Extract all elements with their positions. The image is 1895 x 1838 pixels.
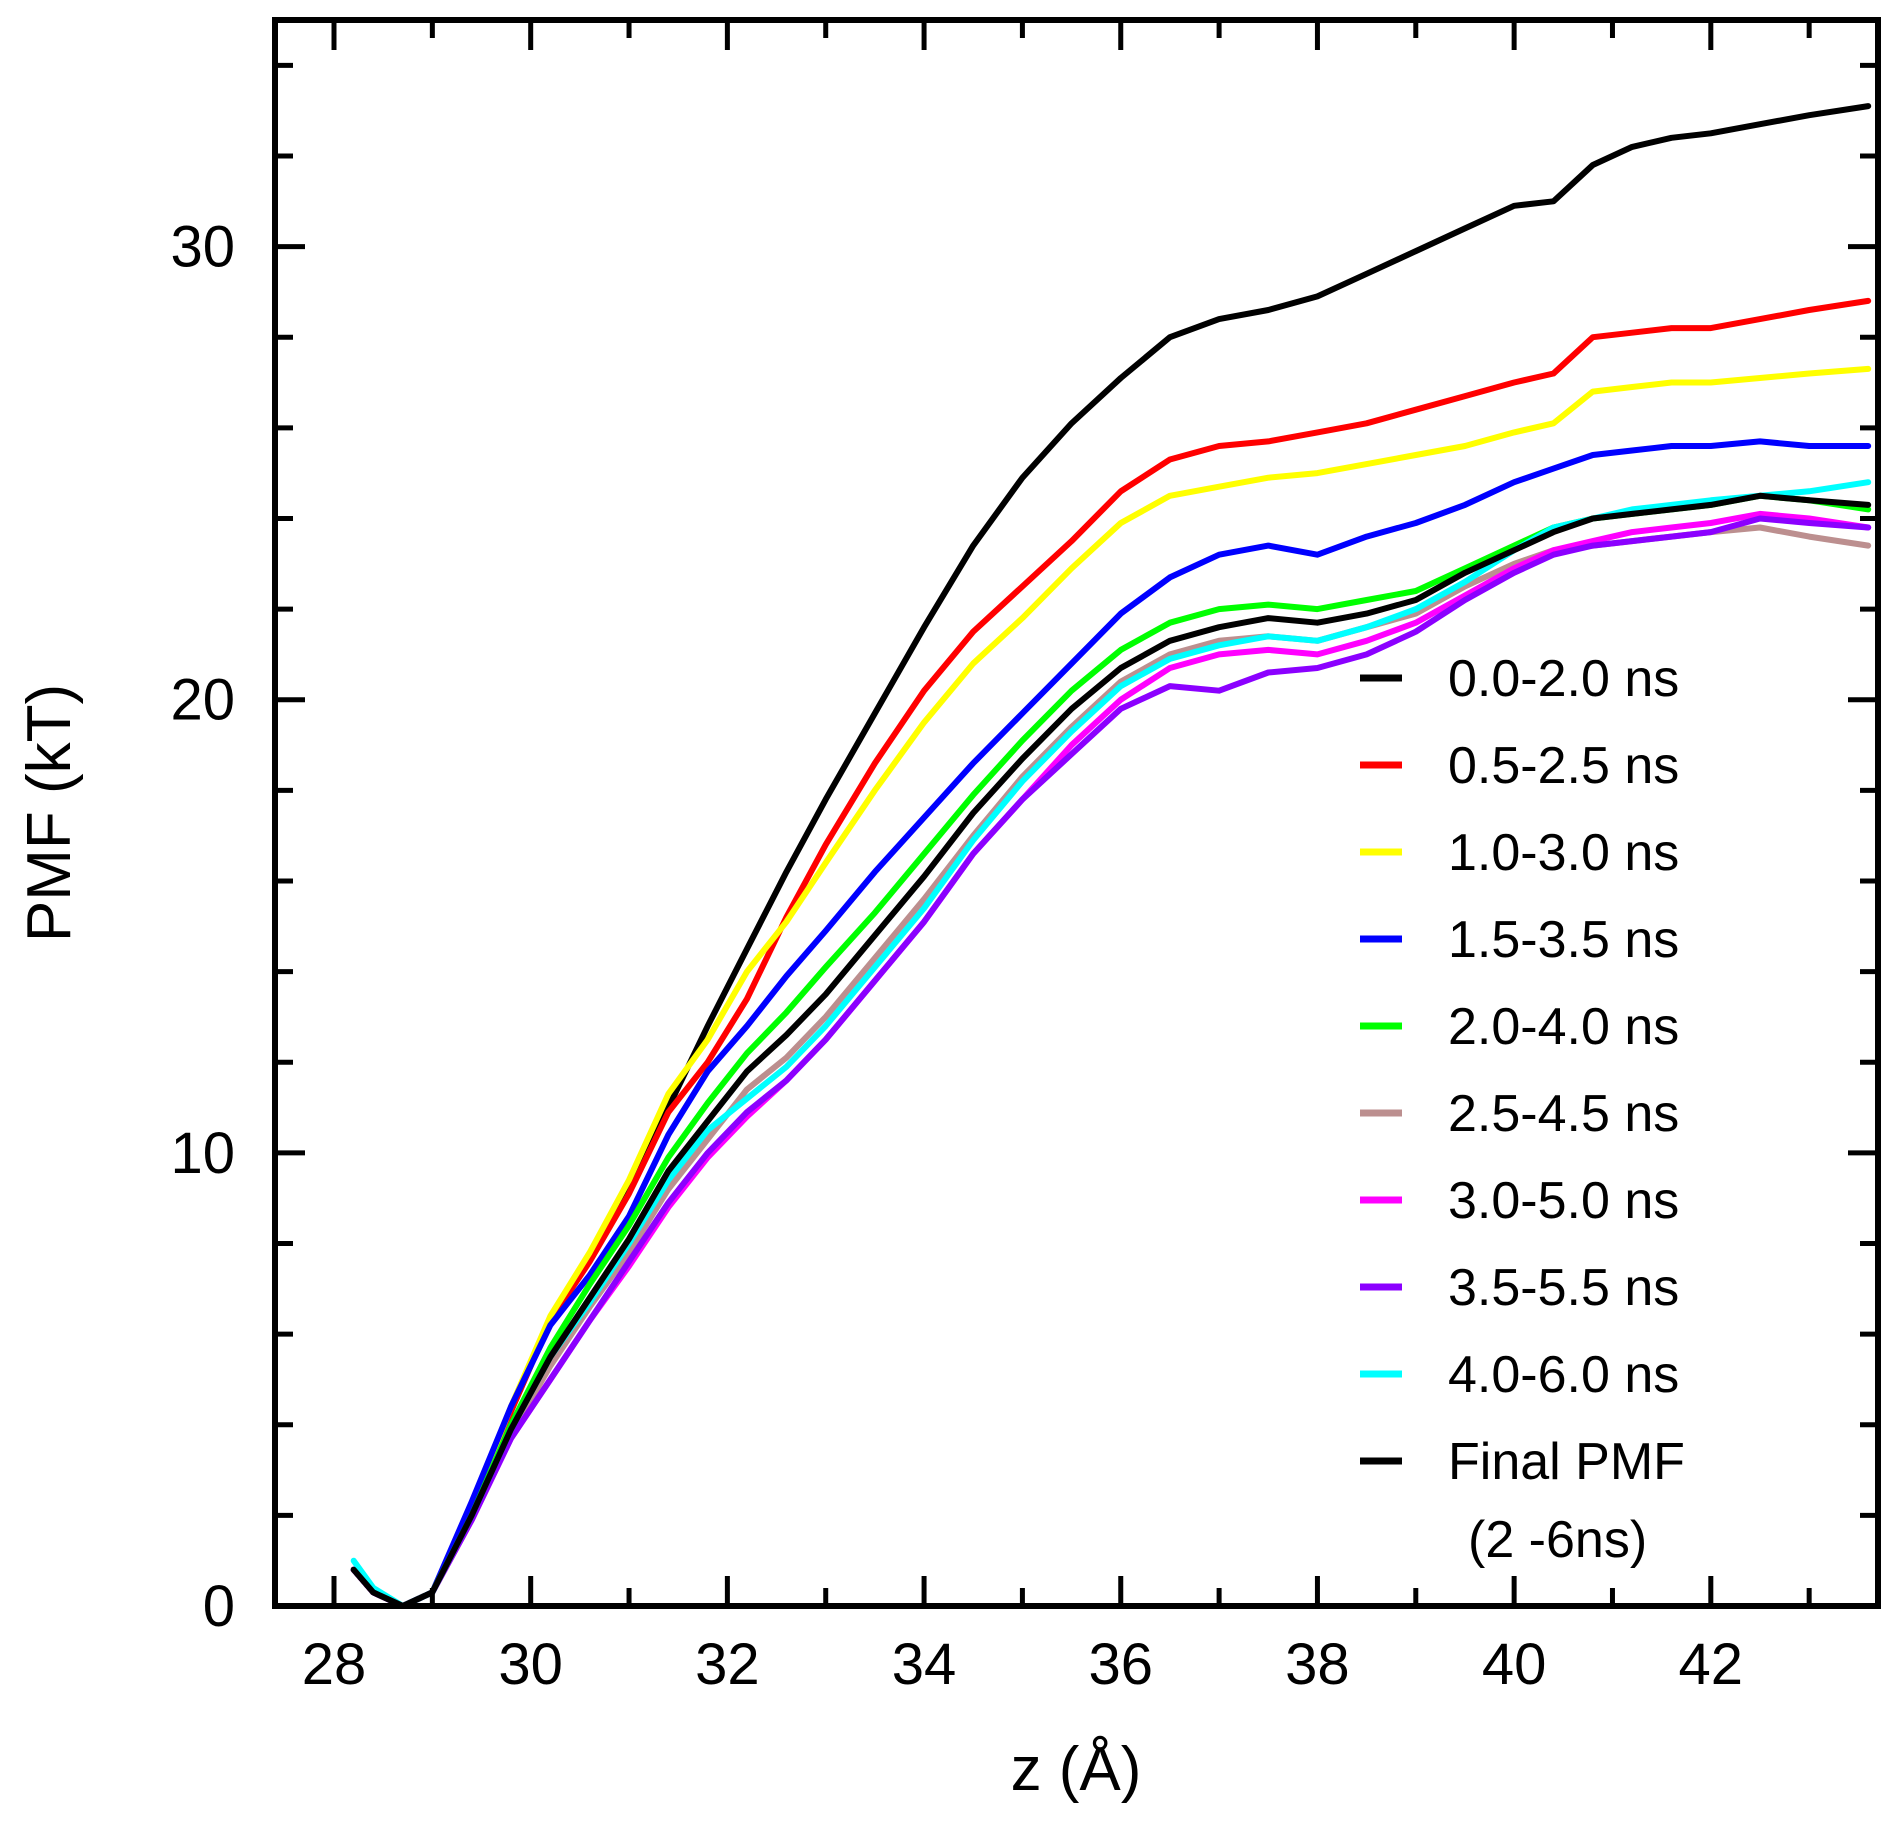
legend-label-9: 4.0-6.0 ns: [1448, 1346, 1679, 1404]
x-tick-label: 30: [498, 1632, 563, 1697]
x-tick-label: 36: [1088, 1632, 1153, 1697]
legend-label-2: 0.5-2.5 ns: [1448, 737, 1679, 795]
x-tick-label: 38: [1285, 1632, 1350, 1697]
y-axis-title: PMF (kT): [15, 684, 84, 942]
legend: 0.0-2.0 ns 0.5-2.5 ns 1.0-3.0 ns 1.5-3.5 ns…: [1360, 650, 1685, 1569]
series-line-8: [350, 515, 1872, 1609]
legend-label-1: 0.0-2.0 ns: [1448, 650, 1679, 708]
plot-frame: [272, 17, 1881, 1609]
y-tick-label: 10: [170, 1121, 235, 1186]
legend-label-5: 2.0-4.0 ns: [1448, 998, 1679, 1056]
x-tick-label: 34: [892, 1632, 957, 1697]
legend-label-7: 3.0-5.0 ns: [1448, 1172, 1679, 1230]
series-line-10: [350, 492, 1872, 1609]
series-line-4: [350, 438, 1872, 1609]
legend-label-6: 2.5-4.5 ns: [1448, 1085, 1679, 1143]
y-tick-label: 20: [170, 668, 235, 733]
series-line-3: [350, 365, 1872, 1609]
legend-label-4: 1.5-3.5 ns: [1448, 911, 1679, 969]
legend-label-10: Final PMF (2 -6ns): [1448, 1433, 1685, 1569]
legend-label-3: 1.0-3.0 ns: [1448, 824, 1679, 882]
x-tick-label: 42: [1679, 1632, 1744, 1697]
x-axis-title: z (Å): [1011, 1735, 1142, 1804]
series-layer: [350, 103, 1872, 1609]
legend-label-8: 3.5-5.5 ns: [1448, 1259, 1679, 1317]
y-tick-label: 30: [170, 215, 235, 280]
y-tick-label: 0: [203, 1574, 235, 1639]
x-tick-label: 32: [695, 1632, 760, 1697]
tick-labels: 28 30 32 34 36 38 40 42 0 10 20 30: [170, 215, 1743, 1697]
x-tick-label: 40: [1482, 1632, 1547, 1697]
x-tick-label: 28: [302, 1632, 367, 1697]
